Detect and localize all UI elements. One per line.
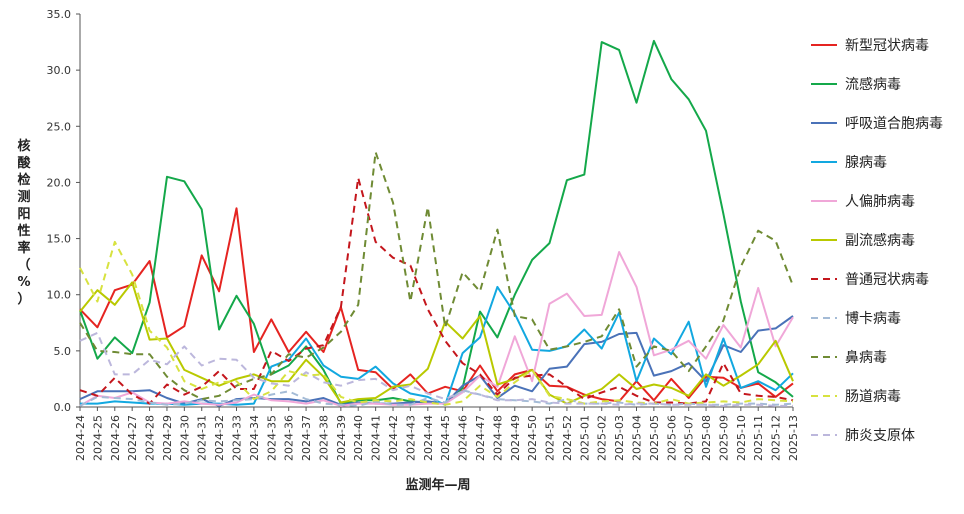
x-tick-label: 2024-37 — [300, 415, 313, 461]
x-tick-label: 2024-44 — [422, 415, 435, 461]
legend-label: 腺病毒 — [845, 155, 887, 171]
legend-label: 鼻病毒 — [845, 349, 887, 366]
x-tick-label: 2024-45 — [439, 415, 452, 461]
y-tick-label: 25.0 — [47, 120, 72, 133]
x-tick-label: 2025-12 — [770, 415, 783, 461]
x-tick-label: 2025-11 — [752, 415, 765, 461]
x-tick-label: 2024-29 — [161, 415, 174, 461]
x-tick-label: 2024-48 — [491, 415, 504, 461]
x-tick-label: 2024-33 — [231, 415, 244, 461]
x-tick-label: 2024-52 — [561, 415, 574, 461]
y-tick-label: 20.0 — [47, 176, 72, 189]
x-tick-label: 2024-43 — [404, 415, 417, 461]
y-axis-title-text: 核酸检测阳性率（%） — [17, 138, 31, 307]
legend-label: 副流感病毒 — [845, 232, 915, 249]
x-axis: 2024-24 2024-25 2024-26 2024-27 2024-28 2024-… — [74, 406, 800, 461]
x-tick-label: 2024-39 — [335, 415, 348, 461]
legend-label: 肠道病毒 — [845, 389, 901, 405]
y-tick-label: 10.0 — [47, 289, 72, 302]
series-line-5 — [79, 251, 794, 407]
y-tick-label: 0.0 — [54, 401, 72, 414]
x-tick-label: 2024-36 — [283, 415, 296, 461]
x-tick-label: 2024-27 — [126, 415, 139, 461]
series-line-11 — [79, 331, 793, 407]
x-tick-label: 2024-28 — [144, 415, 157, 461]
y-axis-title: 核酸检测阳性率（%） — [17, 138, 31, 307]
series-line-7 — [79, 176, 794, 405]
x-tick-label: 2024-47 — [474, 415, 487, 461]
x-tick-label: 2024-40 — [352, 415, 365, 461]
x-tick-label: 2024-25 — [91, 415, 104, 461]
y-tick-label: 35.0 — [47, 8, 72, 21]
x-tick-label: 2024-31 — [196, 415, 209, 461]
x-tick-label: 2024-32 — [213, 415, 226, 461]
y-tick-label: 15.0 — [47, 233, 72, 246]
x-tick-label: 2024-30 — [178, 415, 191, 461]
x-tick-label: 2025-09 — [717, 415, 730, 461]
x-tick-label: 2025-01 — [578, 415, 591, 461]
x-tick-label: 2025-02 — [596, 415, 609, 461]
legend: 新型冠状病毒流感病毒呼吸道合胞病毒腺病毒人偏肺病毒副流感病毒普通冠状病毒博卡病毒… — [811, 38, 943, 444]
x-tick-label: 2025-05 — [648, 415, 661, 461]
legend-label: 博卡病毒 — [845, 310, 901, 327]
x-tick-label: 2024-42 — [387, 415, 400, 461]
legend-label: 流感病毒 — [845, 76, 901, 93]
series-line-9 — [79, 151, 794, 401]
legend-label: 人偏肺病毒 — [845, 194, 915, 210]
x-tick-label: 2024-26 — [109, 415, 122, 461]
y-tick-label: 30.0 — [47, 64, 72, 77]
series-line-6 — [79, 281, 794, 405]
x-tick-label: 2025-08 — [700, 415, 713, 461]
x-tick-label: 2024-46 — [457, 415, 470, 461]
legend-label: 新型冠状病毒 — [845, 38, 929, 54]
legend-label: 普通冠状病毒 — [845, 272, 929, 288]
y-axis: 0.0 5.0 10.0 15.0 20.0 25.0 30.0 35.0 — [47, 8, 81, 414]
x-tick-label: 2024-24 — [74, 415, 87, 461]
series-line-8 — [79, 389, 794, 407]
series-line-1 — [79, 207, 794, 403]
x-tick-label: 2025-13 — [787, 415, 800, 461]
x-tick-label: 2024-34 — [248, 415, 261, 461]
series-line-10 — [79, 240, 794, 406]
x-tick-label: 2025-10 — [735, 415, 748, 461]
x-tick-label: 2025-03 — [613, 415, 626, 461]
x-tick-label: 2024-38 — [317, 415, 330, 461]
x-tick-label: 2024-49 — [509, 415, 522, 461]
x-tick-label: 2024-35 — [265, 415, 278, 461]
x-tick-label: 2024-51 — [544, 415, 557, 461]
x-tick-label: 2024-50 — [526, 415, 539, 461]
legend-label: 肺炎支原体 — [845, 428, 915, 444]
y-tick-label: 5.0 — [54, 345, 72, 358]
plot-area — [79, 39, 794, 407]
x-axis-title: 监测年—周 — [405, 477, 470, 493]
legend-label: 呼吸道合胞病毒 — [845, 116, 943, 132]
x-tick-label: 2025-04 — [630, 415, 643, 461]
x-tick-label: 2025-07 — [683, 415, 696, 461]
x-tick-label: 2025-06 — [665, 415, 678, 461]
x-tick-label: 2024-41 — [370, 415, 383, 461]
